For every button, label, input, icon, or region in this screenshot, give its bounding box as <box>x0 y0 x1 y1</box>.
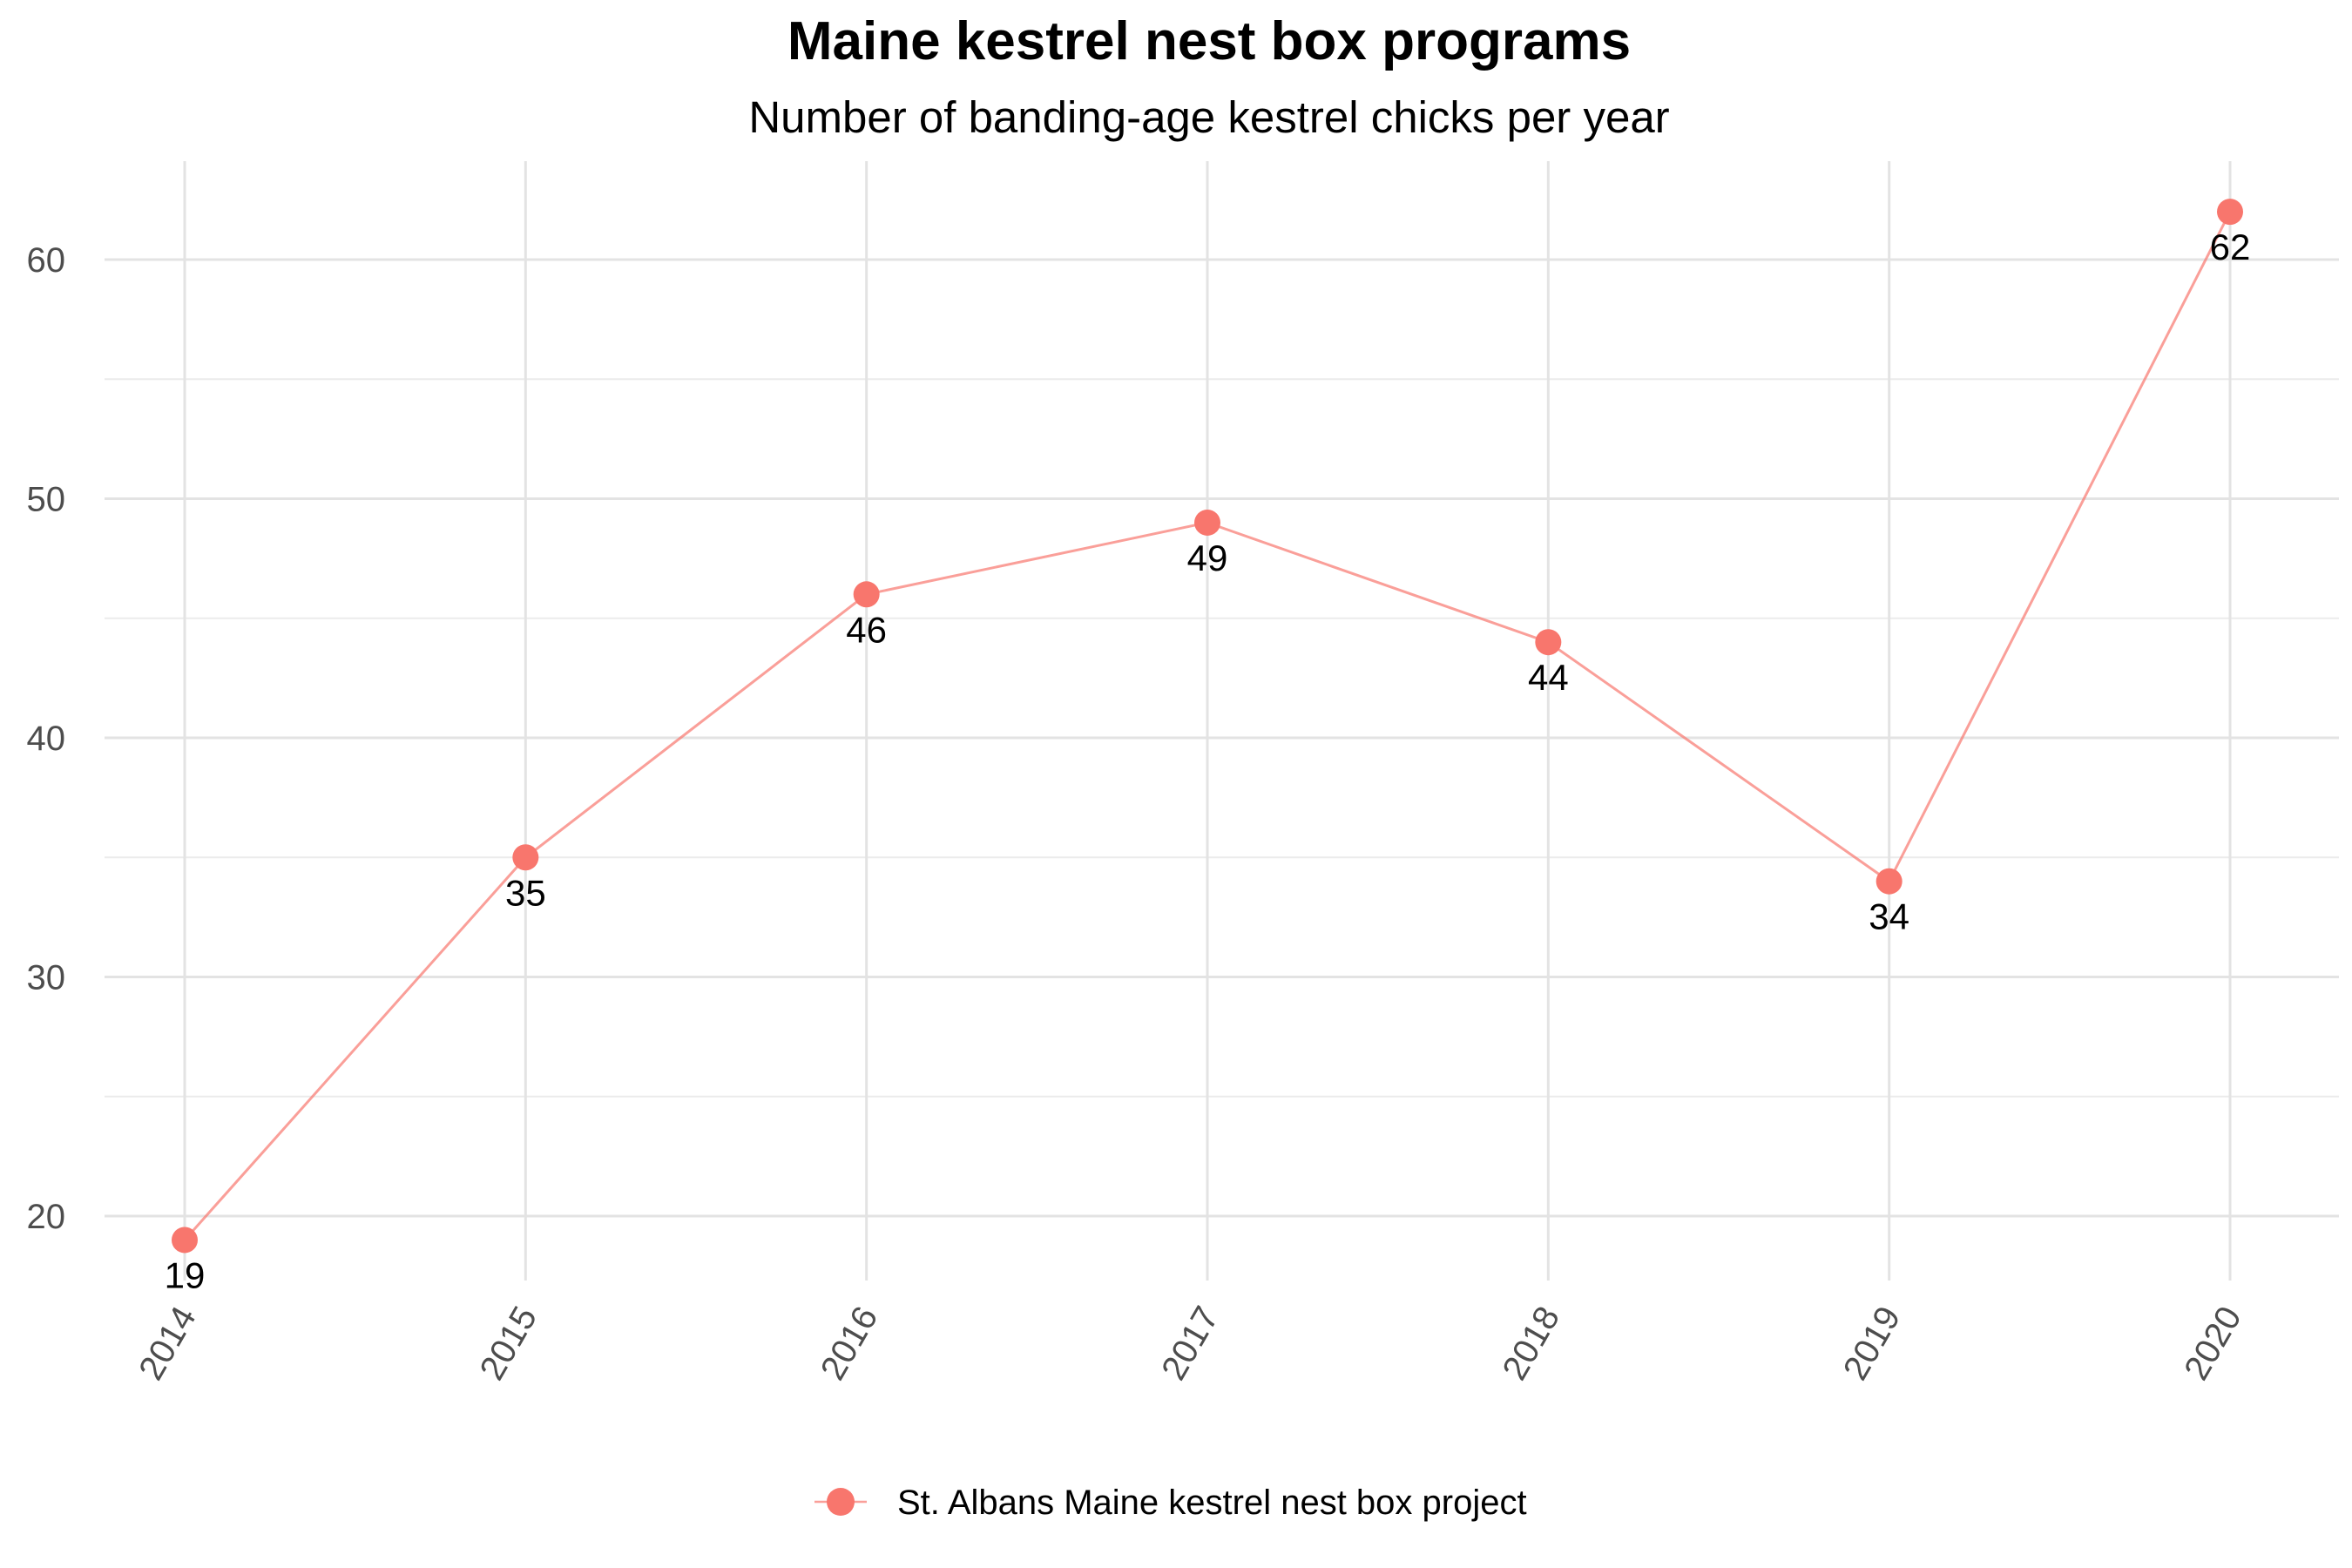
y-tick-label: 20 <box>27 1198 66 1236</box>
chart-title: Maine kestrel nest box programs <box>787 11 1631 71</box>
legend-marker-icon <box>827 1488 855 1516</box>
data-labels: 19 35 46 49 44 34 62 <box>165 226 2251 1295</box>
chart-subtitle: Number of banding-age kestrel chicks per… <box>748 92 1669 142</box>
data-label: 19 <box>165 1254 206 1295</box>
y-tick-label: 30 <box>27 959 66 997</box>
data-label: 49 <box>1187 537 1228 578</box>
data-label: 44 <box>1528 657 1569 698</box>
x-tick-label: 2015 <box>473 1301 545 1387</box>
data-label: 46 <box>846 609 887 650</box>
data-point <box>2217 199 2243 226</box>
x-tick-label: 2019 <box>1836 1301 1909 1387</box>
grid-lines <box>105 161 2339 1281</box>
data-label: 35 <box>505 872 546 913</box>
data-point <box>1876 868 1903 895</box>
x-tick-label: 2014 <box>132 1301 204 1387</box>
data-point <box>172 1227 198 1254</box>
data-points <box>172 199 2243 1254</box>
data-point <box>512 844 539 871</box>
x-tick-label: 2018 <box>1496 1301 1568 1387</box>
legend: St. Albans Maine kestrel nest box projec… <box>814 1484 1527 1522</box>
data-label: 62 <box>2210 226 2251 267</box>
x-tick-label: 2020 <box>2177 1301 2249 1387</box>
y-tick-label: 40 <box>27 720 66 758</box>
x-tick-label: 2017 <box>1154 1301 1227 1387</box>
y-axis-tick-labels: 20 30 40 50 60 <box>27 241 66 1236</box>
data-point <box>1535 629 1562 656</box>
x-tick-label: 2016 <box>814 1301 886 1387</box>
y-tick-label: 50 <box>27 481 66 519</box>
data-point <box>1194 509 1220 536</box>
legend-label: St. Albans Maine kestrel nest box projec… <box>897 1484 1527 1522</box>
y-tick-label: 60 <box>27 241 66 280</box>
data-point <box>853 581 880 608</box>
x-axis-tick-labels: 2014 2015 2016 2017 2018 2019 2020 <box>132 1301 2249 1387</box>
data-label: 34 <box>1869 896 1909 937</box>
